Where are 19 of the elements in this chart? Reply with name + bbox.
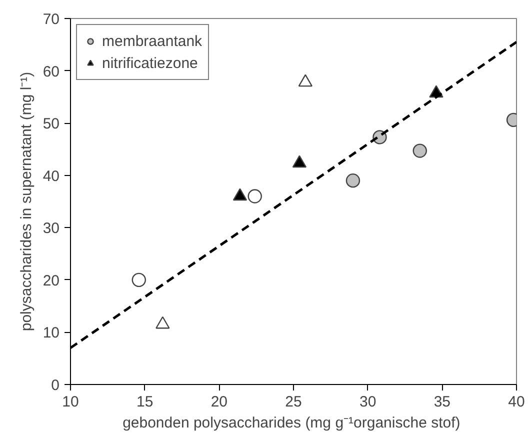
legend-label: nitrificatiezone <box>102 54 198 72</box>
x-axis-title: gebonden polysaccharides (mg g⁻¹organische stof) <box>122 414 460 432</box>
y-tick-label: 10 <box>42 324 60 342</box>
y-tick-label: 20 <box>42 272 60 290</box>
y-tick-label: 60 <box>42 63 60 80</box>
y-tick-label: 70 <box>42 11 60 28</box>
y-tick-label: 0 <box>51 377 60 394</box>
y-tick-label: 50 <box>42 116 60 133</box>
y-tick-label: 40 <box>42 168 60 185</box>
x-tick-label: 35 <box>434 394 451 410</box>
x-tick-label: 20 <box>210 394 228 410</box>
x-tick-label: 40 <box>508 394 525 410</box>
x-tick-label: 25 <box>285 394 302 410</box>
legend-label: membraantank <box>102 32 202 50</box>
y-tick-label: 30 <box>42 220 60 238</box>
x-tick-label: 15 <box>136 394 154 410</box>
x-tick-label: 10 <box>62 394 79 410</box>
y-axis-title: polysaccharides in supernatant (mg l⁻¹) <box>18 72 35 332</box>
x-tick-label: 30 <box>359 394 376 410</box>
